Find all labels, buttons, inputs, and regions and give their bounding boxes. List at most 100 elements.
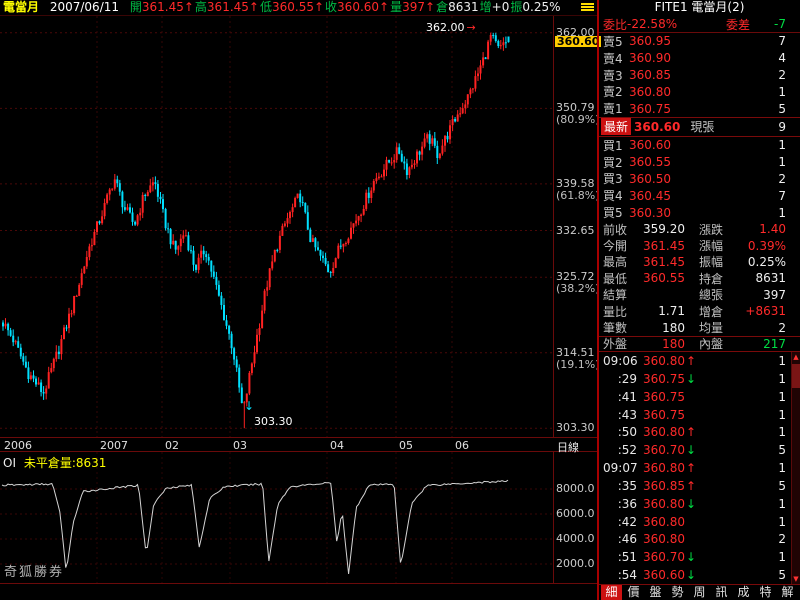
- tick-time: :36: [617, 496, 637, 511]
- tab-勢[interactable]: 勢: [671, 585, 684, 599]
- high-annotation-text: 362.00: [426, 21, 465, 34]
- tick-row[interactable]: 09:07 360.80 ↑ 1: [599, 459, 800, 477]
- ask-qty: 2: [778, 67, 786, 82]
- chart-header: 電當月 2007/06/11 開361.45↑高361.45↑低360.55↑收…: [0, 0, 597, 16]
- last-price-row: 最新 360.60 現張 9: [599, 116, 800, 137]
- header-field-close: 收360.60↑: [325, 0, 389, 14]
- current-lot-value: 9: [778, 119, 786, 134]
- low-annotation-arrow-icon: ↓: [244, 399, 255, 413]
- tick-row[interactable]: :29 360.75 ↓ 1: [599, 370, 800, 388]
- tick-row[interactable]: :51 360.70 ↓ 1: [599, 548, 800, 566]
- tick-direction-icon: ↑: [686, 354, 697, 369]
- ask-qty: 1: [778, 84, 786, 99]
- tick-time: :54: [617, 568, 637, 583]
- scroll-thumb[interactable]: [792, 364, 800, 389]
- bid-price: 360.30: [629, 205, 671, 220]
- info-label: 最低: [603, 271, 628, 286]
- current-lot-label: 現張: [690, 120, 715, 135]
- ask-row[interactable]: 賣1 360.75 5: [599, 100, 800, 117]
- ask-price: 360.95: [629, 34, 671, 49]
- tab-特[interactable]: 特: [759, 585, 772, 599]
- tab-價[interactable]: 價: [627, 585, 640, 599]
- period-label: 日線: [557, 441, 579, 454]
- tick-qty: 1: [778, 354, 786, 369]
- tick-row[interactable]: :54 360.60 ↓ 5: [599, 566, 800, 584]
- tick-row[interactable]: :41 360.75 1: [599, 388, 800, 406]
- oi-scale: 8000.0 6000.0 4000.0 2000.0: [553, 452, 597, 583]
- bid-price: 360.60: [629, 138, 671, 153]
- scroll-down-icon[interactable]: ▼: [793, 575, 799, 583]
- high-value: 361.45↑: [206, 0, 259, 14]
- info-label: 結算: [603, 288, 628, 303]
- info-value: 359.20: [643, 222, 685, 237]
- info-label: 總張: [699, 288, 724, 303]
- tab-成[interactable]: 成: [737, 585, 750, 599]
- ask-qty: 5: [778, 101, 786, 116]
- bid-row[interactable]: 買5 360.30 1: [599, 204, 800, 221]
- open-interest-chart[interactable]: OI 未平倉量:8631 奇狐勝券: [0, 452, 553, 583]
- tab-周[interactable]: 周: [693, 585, 706, 599]
- tick-row[interactable]: :43 360.75 1: [599, 406, 800, 424]
- scroll-up-icon[interactable]: ▲: [793, 353, 799, 362]
- amplitude-label: 振: [510, 0, 523, 14]
- tick-qty: 5: [778, 443, 786, 458]
- info-label: 內盤: [699, 337, 724, 352]
- tick-row[interactable]: :35 360.85 ↑ 5: [599, 477, 800, 495]
- open-interest-label: 倉: [436, 0, 449, 14]
- x-axis-label: 06: [455, 439, 469, 452]
- info-value: 0.39%: [747, 238, 786, 253]
- tick-row[interactable]: :52 360.70 ↓ 5: [599, 441, 800, 459]
- menu-icon[interactable]: [581, 3, 594, 13]
- x-axis-label: 2007: [100, 439, 128, 452]
- tick-direction-icon: ↓: [686, 371, 697, 386]
- tick-list: 09:06 360.80 ↑ 1:29 360.75 ↓ 1:41 360.75 1:43 360…: [599, 352, 800, 584]
- price-scale-label: 362.00: [556, 25, 595, 39]
- tick-qty: 1: [778, 389, 786, 404]
- oi-scale-label: 2000.0: [556, 557, 595, 570]
- tick-direction-icon: ↓: [686, 443, 697, 458]
- tick-row[interactable]: :36 360.80 ↓ 1: [599, 495, 800, 513]
- header-field-low: 低360.55↑: [260, 0, 324, 14]
- bid-row[interactable]: 買4 360.45 7: [599, 187, 800, 204]
- ask-row[interactable]: 賣2 360.80 1: [599, 83, 800, 100]
- last-label: 最新: [601, 118, 632, 136]
- price-scale-label: 314.51: [556, 345, 595, 359]
- tick-price: 360.80: [643, 496, 685, 511]
- bid-row[interactable]: 買3 360.50 2: [599, 171, 800, 188]
- tick-time: :41: [617, 389, 637, 404]
- ask-qty: 4: [778, 51, 786, 66]
- tab-解[interactable]: 解: [781, 585, 794, 599]
- price-scale-label: 325.72: [556, 270, 595, 284]
- ask-ladder: 賣5 360.95 7 賣4 360.90 4 賣3 360.85 2 賣2 360.80 1 賣1 36…: [599, 33, 800, 117]
- ask-row[interactable]: 賣3 360.85 2: [599, 67, 800, 84]
- candlestick-chart[interactable]: 362.00 → ↓ 303.30: [0, 16, 553, 437]
- bid-row[interactable]: 買2 360.55 1: [599, 154, 800, 171]
- weicha-label: 委差: [725, 17, 750, 32]
- tick-scrollbar[interactable]: ▲ ▼: [791, 352, 800, 584]
- ask-row[interactable]: 賣4 360.90 4: [599, 50, 800, 67]
- tick-row[interactable]: :46 360.80 2: [599, 531, 800, 549]
- x-axis-label: 2006: [4, 439, 32, 452]
- info-row: 最低 360.55 持倉 8631: [599, 270, 800, 286]
- fib-percent-label: (61.8%): [556, 188, 600, 202]
- tick-direction-icon: ↑: [686, 425, 697, 440]
- tick-row[interactable]: 09:06 360.80 ↑ 1: [599, 352, 800, 370]
- info-value: +8631: [745, 304, 786, 319]
- tick-row[interactable]: :50 360.80 ↑ 1: [599, 423, 800, 441]
- last-price: 360.60: [634, 119, 681, 134]
- tick-time: :51: [617, 550, 637, 565]
- bid-level-label: 買1: [603, 138, 623, 153]
- tab-盤[interactable]: 盤: [649, 585, 662, 599]
- tick-time: 09:06: [603, 354, 638, 369]
- info-row: 今開 361.45 漲幅 0.39%: [599, 237, 800, 254]
- tick-price: 360.80: [643, 532, 685, 547]
- header-field-high: 高361.45↑: [195, 0, 259, 14]
- low-label: 低: [259, 0, 272, 14]
- ask-row[interactable]: 賣5 360.95 7: [599, 33, 800, 50]
- tick-row[interactable]: :42 360.80 1: [599, 513, 800, 531]
- info-label: 均量: [699, 321, 724, 336]
- tab-細[interactable]: 細: [601, 585, 622, 600]
- tab-訊[interactable]: 訊: [715, 585, 728, 599]
- bid-row[interactable]: 買1 360.60 1: [599, 137, 800, 154]
